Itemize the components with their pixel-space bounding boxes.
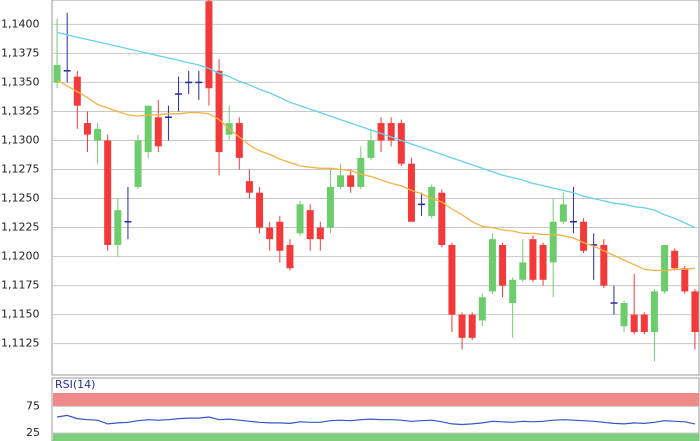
candle-body [499,244,507,286]
y-tick-label: 1,1150 [1,308,40,321]
candle-body [114,210,122,245]
candle-body [154,117,162,147]
candle-body [215,70,223,153]
candle-body [53,65,61,83]
rsi-high-band [53,393,699,407]
candle-body [559,204,567,222]
y-tick-label: 1,1200 [1,250,40,263]
candle-body [681,268,689,292]
candle-body [468,314,476,338]
candle-body [640,314,648,333]
candle-body [671,250,679,269]
y-tick-label: 1,1325 [1,104,40,117]
y-tick-label: 1,1350 [1,75,40,88]
candle-body [377,123,385,141]
rsi-title: RSI(14) [55,378,95,391]
candle-body [448,244,456,315]
candle-body [428,186,436,216]
candle-body [387,123,395,141]
candle-body [347,175,355,187]
rsi-line [57,414,696,426]
candle-body [235,123,243,158]
candle-body [509,279,517,304]
candle-body [407,163,415,222]
candle-body [337,175,345,187]
moving-average [56,79,695,272]
moving-average [56,31,696,229]
y-tick-label: 1,1250 [1,192,40,205]
candle-body [620,303,628,327]
candle-body [488,239,496,292]
candle-body [549,221,557,263]
candle-body [478,297,486,321]
candle-body [458,314,466,338]
candle-body [134,140,142,187]
candle-body [205,1,213,89]
candle-body [367,140,375,158]
price-panel [51,0,700,376]
candle-body [306,210,314,240]
candle-body [245,181,253,193]
candle-body [357,157,365,187]
candle-body [630,314,638,333]
candle-body [661,244,669,292]
y-tick-label: 1,1300 [1,133,40,146]
candle-body [296,204,304,234]
candle-body [144,105,152,153]
candle-body [94,128,102,141]
rsi-low-band [53,433,699,441]
candle-body [438,192,446,245]
candle-body [539,244,547,280]
candle-body [83,123,91,135]
rsi-tick-label: 75 [26,399,40,412]
candle-body [519,262,527,280]
candle-body [104,140,112,245]
candle-body [691,291,699,333]
candle-body [256,192,264,228]
candle-body [600,244,608,286]
y-tick-label: 1,1375 [1,46,40,59]
candle-body [276,221,284,251]
candle-body [650,291,658,333]
candle-body [529,239,537,280]
candle-body [266,227,274,240]
candle-body [580,221,588,251]
y-tick-label: 1,1225 [1,221,40,234]
y-tick-label: 1,1275 [1,163,40,176]
y-tick-label: 1,1400 [1,17,40,30]
candle-body [286,244,294,269]
rsi-tick-label: 25 [26,426,40,439]
candle-body [316,227,324,240]
y-tick-label: 1,1175 [1,279,40,292]
candle-body [397,123,405,164]
y-tick-label: 1,1125 [1,337,40,350]
rsi-panel [51,377,700,441]
candle-body [326,186,334,228]
